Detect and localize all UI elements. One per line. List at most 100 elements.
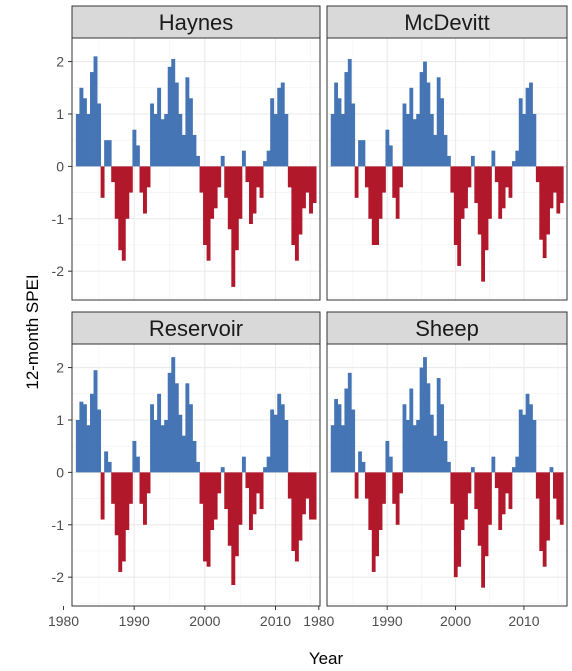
bar [542,472,547,567]
bar [111,166,116,183]
panel-background [72,344,320,606]
bar [552,166,557,193]
bar [132,440,137,473]
bar [330,113,335,167]
x-tick-label: 2010 [508,613,539,629]
bar [157,393,162,473]
bar [164,419,169,473]
bar [549,166,554,209]
bar [344,72,349,167]
bar [484,472,489,557]
bar [395,472,400,525]
panel-reservoir: Reservoir -2 -1 0 1 2 1980 1990 2000 2010 [48,311,321,629]
panel-mcdevitt: McDevitt [326,5,568,301]
bar [181,435,186,473]
x-tick-label: 2000 [440,613,471,629]
bar [206,472,211,567]
bar [217,472,222,494]
bar [508,472,513,510]
bar [491,456,496,473]
bar [234,472,239,557]
bar [146,166,151,188]
bar [171,58,176,167]
bar [203,166,207,245]
bar [330,425,335,473]
bar [429,113,434,167]
y-tick-label: -1 [52,211,65,227]
strip-label: Haynes [159,10,234,35]
bar [453,472,458,578]
bar [128,166,133,193]
bar [90,72,94,167]
bar [457,166,462,266]
bar [192,440,197,473]
y-tick-label: 1 [56,106,64,122]
bar [474,166,479,204]
bar [97,103,102,167]
strip-background [326,5,568,39]
bar [378,166,383,219]
bar [443,440,448,473]
bar [86,425,91,473]
bar [392,166,397,198]
bar [241,150,246,167]
bar [284,113,289,167]
bar [470,467,475,473]
bar [529,82,533,167]
bar [82,98,87,167]
bar [114,472,119,536]
bar [287,166,292,188]
panel-sheep: Sheep 1980 1990 2000 2010 [303,311,568,629]
bar [535,166,540,183]
bar [477,166,482,235]
bar [467,166,472,188]
bar [277,393,282,473]
bar [341,425,345,473]
bar [419,72,424,167]
bar [245,166,250,183]
bar [501,472,506,515]
bar [150,103,155,167]
bar [436,77,441,167]
bar [252,166,257,214]
bar [206,166,211,261]
bar [515,456,520,473]
bar [535,472,540,499]
bar [256,166,260,188]
bar [125,166,130,219]
bar [153,419,158,473]
bar [188,404,193,473]
y-tick-label: -2 [52,263,65,279]
bar [341,113,345,167]
bar [511,467,516,473]
bar [371,472,376,572]
strip-background [326,311,568,345]
bar [273,414,278,473]
y-tick-label: 2 [56,54,64,70]
bar [337,98,342,167]
bar [298,472,303,541]
bar [358,451,362,473]
bar [337,404,342,473]
bar [111,472,116,504]
bar [192,134,197,167]
bar [405,419,410,473]
bar [488,166,492,219]
bar [498,166,503,219]
bar [291,166,296,245]
bar [518,98,523,167]
bar [556,166,561,214]
bar [443,134,448,167]
bar [139,472,144,504]
bar [86,113,91,167]
strip-label: Reservoir [149,316,243,341]
bar [312,472,317,520]
bar [364,166,369,188]
bar [529,404,533,473]
strip-label: Sheep [415,316,479,341]
bar [227,166,232,230]
bar [185,77,190,167]
bar [93,56,98,167]
bar [361,140,366,167]
strip-label: McDevitt [404,10,490,35]
